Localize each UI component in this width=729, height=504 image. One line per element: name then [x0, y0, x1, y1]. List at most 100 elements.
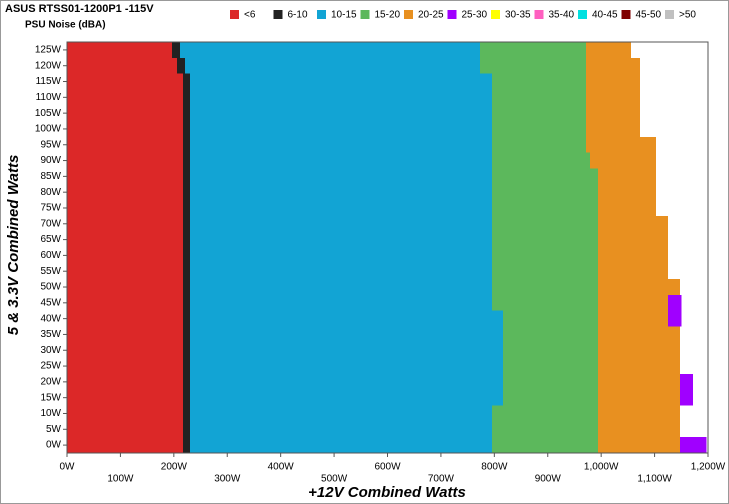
- legend-swatch: [534, 10, 544, 19]
- y-tick-label: 100W: [35, 124, 62, 135]
- bar-segment: [177, 57, 186, 74]
- bar-segment: [189, 73, 493, 90]
- y-tick-label: 15W: [40, 392, 61, 403]
- bar-segment: [180, 42, 480, 58]
- y-tick-label: 65W: [40, 234, 61, 245]
- bar-segment: [189, 105, 493, 122]
- bar-segment: [67, 437, 183, 453]
- y-tick-label: 105W: [35, 108, 62, 119]
- bar-segment: [492, 437, 598, 453]
- x-tick-label: 900W: [535, 474, 562, 485]
- bar-segment: [597, 421, 681, 438]
- y-tick-label: 70W: [40, 218, 61, 229]
- bar-segment: [597, 184, 657, 201]
- bar-segment: [189, 342, 503, 359]
- x-tick-label: 200W: [161, 462, 188, 473]
- legend-swatch: [273, 10, 283, 19]
- bar-segment: [67, 263, 183, 280]
- bar-segment: [67, 89, 183, 106]
- x-tick-label: 1,000W: [584, 462, 619, 473]
- bar-segment: [67, 405, 183, 422]
- x-tick-label: 500W: [321, 474, 348, 485]
- bar-segment: [189, 89, 493, 106]
- bar-segment: [492, 152, 590, 169]
- legend-swatch: [230, 10, 239, 19]
- bar-segment: [182, 279, 190, 295]
- bar-segment: [597, 231, 668, 248]
- bar-segment: [182, 168, 190, 185]
- bar-segment: [492, 136, 587, 153]
- bar-segment: [182, 247, 190, 264]
- bar-segment: [67, 231, 183, 248]
- bar-segment: [189, 184, 493, 201]
- y-tick-label: 110W: [36, 92, 62, 103]
- bar-segment: [492, 184, 598, 201]
- bar-segment: [67, 73, 183, 90]
- bar-segment: [667, 310, 682, 327]
- bar-segment: [67, 184, 183, 201]
- legend-label: 35-40: [549, 10, 575, 21]
- bar-segment: [67, 42, 173, 58]
- bar-segment: [492, 105, 587, 122]
- bar-segment: [67, 358, 183, 374]
- bar-segment: [492, 168, 598, 185]
- bar-segment: [182, 200, 190, 216]
- y-tick-label: 0W: [46, 440, 62, 451]
- bar-segment: [67, 326, 183, 343]
- bar-segment: [67, 136, 183, 153]
- x-tick-label: 0W: [60, 462, 76, 473]
- bar-segment: [182, 389, 190, 406]
- bar-segment: [67, 200, 183, 216]
- bar-segment: [492, 405, 598, 422]
- bar-segment: [492, 279, 598, 295]
- bar-segment: [182, 421, 190, 438]
- legend-label: 30-35: [505, 10, 531, 21]
- bar-segment: [492, 247, 598, 264]
- legend-swatch: [491, 10, 500, 19]
- x-tick-label: 1,200W: [691, 462, 726, 473]
- bar-segment: [680, 373, 694, 390]
- legend-label: <6: [244, 10, 256, 21]
- bar-segment: [586, 136, 657, 153]
- bar-segment: [597, 294, 668, 311]
- bar-segment: [597, 215, 668, 232]
- y-tick-label: 25W: [40, 361, 61, 372]
- bar-segment: [189, 437, 493, 453]
- bar-segment: [189, 358, 503, 374]
- y-tick-label: 5W: [46, 424, 62, 435]
- bar-segment: [492, 263, 598, 280]
- bar-segment: [189, 136, 493, 153]
- legend-swatch: [404, 10, 413, 19]
- legend-label: 6-10: [288, 10, 308, 21]
- bar-segment: [182, 294, 190, 311]
- bar-segment: [189, 200, 493, 216]
- legend-label: 10-15: [331, 10, 357, 21]
- x-tick-label: 600W: [374, 462, 401, 473]
- bar-segment: [189, 310, 503, 327]
- x-tick-label: 100W: [107, 474, 134, 485]
- bar-segment: [182, 231, 190, 248]
- bar-segment: [189, 294, 493, 311]
- y-tick-label: 20W: [40, 377, 61, 388]
- bar-segment: [502, 358, 598, 374]
- y-tick-label: 35W: [40, 329, 61, 340]
- y-tick-label: 125W: [35, 45, 62, 56]
- bar-segment: [680, 437, 707, 453]
- bar-segment: [67, 215, 183, 232]
- bar-segment: [492, 421, 598, 438]
- bar-segment: [67, 294, 183, 311]
- bar-segment: [189, 152, 493, 169]
- bar-segment: [479, 42, 587, 58]
- bar-segment: [67, 168, 183, 185]
- bar-segment: [182, 263, 190, 280]
- y-tick-label: 120W: [35, 60, 62, 71]
- y-tick-label: 40W: [40, 313, 61, 324]
- bar-segment: [492, 73, 587, 90]
- bar-segment: [492, 89, 587, 106]
- bar-segment: [189, 263, 493, 280]
- bar-segment: [586, 57, 641, 74]
- bar-segment: [502, 342, 598, 359]
- bar-segment: [597, 310, 668, 327]
- bar-segment: [189, 168, 493, 185]
- bar-segment: [182, 326, 190, 343]
